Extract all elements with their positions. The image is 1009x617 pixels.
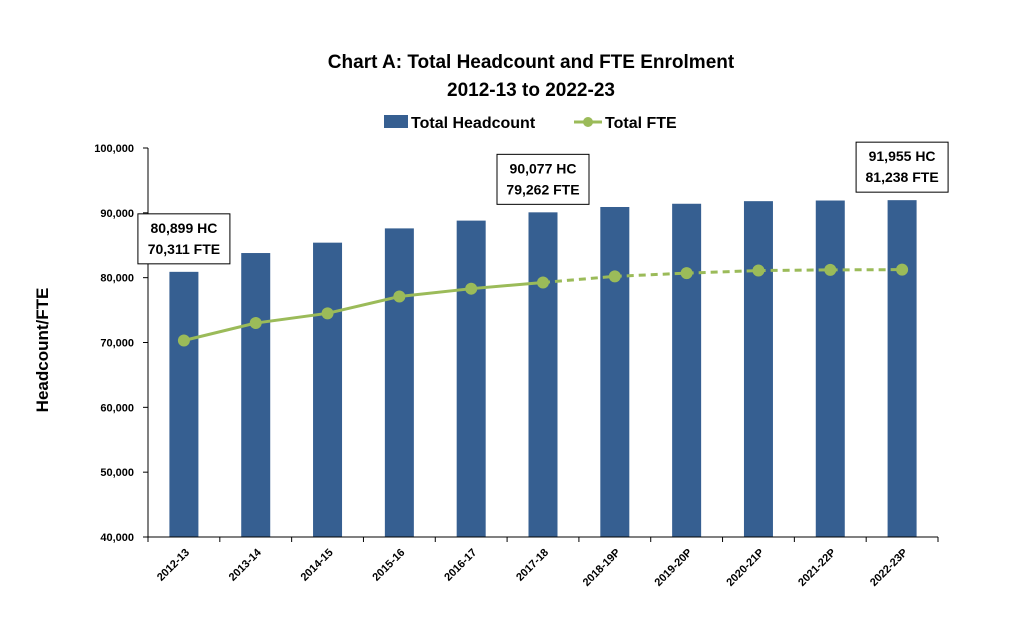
annotation-box: [496, 153, 590, 205]
annotation-text: 80,899 HC: [150, 220, 217, 236]
legend-label-fte: Total FTE: [605, 115, 677, 132]
bar-headcount-2015-16: [384, 228, 414, 538]
y-tick-label: 70,000: [100, 338, 134, 350]
legend-swatch-headcount: [384, 115, 408, 128]
annotation-text: 81,238 FTE: [866, 169, 939, 185]
x-tick-label: 2012-13: [155, 547, 192, 584]
line-fte-projected: [542, 268, 903, 284]
y-tick-label: 90,000: [100, 208, 134, 220]
annotation-text: 90,077 HC: [510, 160, 577, 176]
bar-headcount-2013-14: [241, 253, 271, 537]
point-fte-2012-13: [177, 334, 190, 347]
annotation-text: 91,955 HC: [869, 148, 936, 164]
x-tick-label: 2022-23P: [868, 547, 910, 589]
bar-headcount-2021-22P: [815, 200, 845, 537]
y-tick-label: 40,000: [100, 532, 134, 544]
plot-area: 40,000 50,000 60,000 70,000 80,000 90,000 100,…: [94, 141, 949, 589]
bar-headcount-2020-21P: [743, 201, 773, 537]
chart-subtitle: 2012-13 to 2022-23: [447, 80, 615, 101]
point-fte-2017-18: [537, 276, 549, 289]
legend: Total Headcount Total FTE: [384, 115, 677, 132]
legend-swatch-fte-marker: [583, 117, 593, 127]
bar-headcount-2012-13: [169, 271, 199, 537]
x-tick-label: 2020-21P: [724, 547, 766, 589]
bar-headcount-2016-17: [456, 220, 486, 537]
annotation-text: 70,311 FTE: [148, 241, 220, 257]
data-annotation: 90,077 HC 79,262 FTE: [496, 153, 590, 205]
x-tick-label: 2021-22P: [796, 547, 838, 589]
x-tick-label: 2019-20P: [653, 547, 695, 589]
bar-headcount-2019-20P: [672, 203, 702, 538]
point-fte-2021-22P: [824, 263, 837, 276]
x-tick-label: 2016-17: [442, 547, 479, 584]
y-tick-label: 100,000: [94, 143, 134, 155]
x-tick-label: 2013-14: [227, 546, 265, 584]
point-fte-2014-15: [321, 307, 334, 320]
annotation-text: 79,262 FTE: [506, 181, 579, 197]
point-fte-2018-19P: [608, 270, 621, 283]
y-tick-label: 60,000: [100, 402, 134, 414]
data-annotation: 80,899 HC 70,311 FTE: [137, 213, 231, 265]
bar-headcount-2017-18: [528, 212, 558, 538]
x-tick-label: 2018-19P: [581, 547, 623, 589]
legend-label-headcount: Total Headcount: [411, 115, 536, 132]
point-fte-2013-14: [249, 317, 262, 330]
line-fte-actual: [183, 280, 544, 342]
point-fte-2020-21P: [752, 264, 765, 277]
point-fte-2016-17: [465, 282, 478, 295]
bar-headcount-2022-23P: [887, 200, 917, 537]
x-tick-label: 2017-18: [514, 547, 551, 584]
chart-title: Chart A: Total Headcount and FTE Enrolme…: [328, 52, 735, 73]
y-axis-label: Headcount/FTE: [33, 288, 52, 413]
y-tick-label: 50,000: [100, 467, 134, 479]
point-fte-2022-23P: [896, 263, 909, 276]
x-tick-label: 2014-15: [299, 547, 336, 584]
y-tick-label: 80,000: [100, 273, 134, 285]
annotation-box: [137, 213, 231, 265]
point-fte-2019-20P: [680, 267, 693, 280]
annotation-box: [855, 141, 949, 193]
bar-headcount-2018-19P: [600, 206, 630, 537]
point-fte-2015-16: [393, 290, 406, 303]
bar-headcount-2014-15: [313, 242, 343, 537]
data-annotation: 91,955 HC 81,238 FTE: [855, 141, 949, 193]
x-tick-label: 2015-16: [370, 547, 407, 584]
